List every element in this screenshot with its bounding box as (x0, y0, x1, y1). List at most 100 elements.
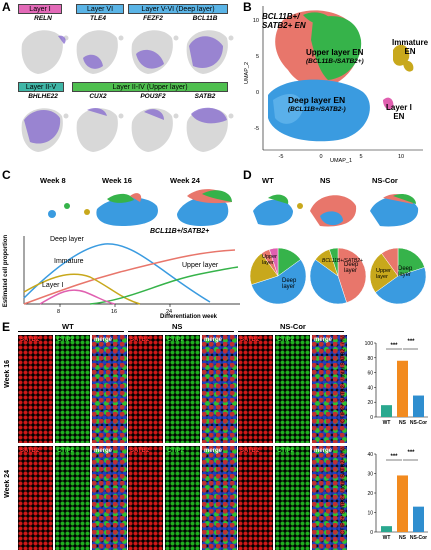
header-layer-v-vi: Layer V-VI (Deep layer) (128, 4, 228, 14)
b-ytick: -5 (254, 126, 259, 132)
b-label-upper: Upper layer EN (306, 48, 363, 57)
micrograph-channel-label: merge (94, 448, 112, 454)
micrograph-panel: CTIP2 (275, 446, 310, 550)
feature-umap (22, 30, 69, 74)
feature-umap (77, 30, 124, 74)
d-pie2-bcl: BCL11B+/SATB2+ (322, 258, 344, 264)
bar-xlabel: NS (399, 535, 407, 541)
gene-cux2: CUX2 (73, 93, 123, 100)
micrograph-panel: merge (92, 446, 127, 550)
micrograph-channel-label: merge (314, 448, 332, 454)
d-pie1-deep: Deep layer (282, 278, 304, 290)
bar-ytick: 0 (370, 415, 373, 421)
d-title-wt: WT (262, 176, 274, 185)
b-label-upper-sub: (BCL11B-/SATB2+) (306, 58, 364, 65)
panel-e-label: E (2, 320, 10, 334)
gene-bhlhe22: BHLHE22 (18, 93, 68, 100)
bar-xlabel: NS (399, 420, 407, 426)
micrograph-panel: merge (202, 446, 237, 550)
header-layer-ii-iv: Layer II-IV (Upper layer) (72, 82, 228, 92)
micrograph-channel-label: SATB2 (130, 337, 149, 343)
micrograph-panel: SATB2 (128, 335, 163, 443)
header-layer-i: Layer I (18, 4, 62, 14)
e-group-wt: WT (62, 322, 74, 331)
micrograph-panel: merge (202, 335, 237, 443)
feature-umap (187, 30, 234, 74)
bar-ytick: 20 (367, 400, 373, 406)
bar-ytick: 0 (370, 530, 373, 536)
c-curve-deep: Deep layer (50, 236, 84, 243)
micrograph-channel-label: CTIP2 (167, 337, 184, 343)
feature-umap (132, 30, 179, 74)
b-xtick: 10 (398, 154, 404, 160)
panel-c-label: C (2, 168, 11, 182)
b-ylabel: UMAP_2 (244, 62, 250, 84)
gene-reln: RELN (18, 15, 68, 22)
e-group-ns: NS (172, 322, 182, 331)
c-curve-upper: Upper layer (182, 262, 218, 269)
b-label-deep-sub: (BCL11B+/SATB2-) (288, 106, 346, 113)
gene-pou3f2: POU3F2 (128, 93, 178, 100)
c-xtick-16: 16 (111, 309, 117, 315)
d-title-ns: NS (320, 176, 330, 185)
gene-fezf2: FEZF2 (128, 15, 178, 22)
sig-star: *** (407, 339, 415, 345)
d-title-nscor: NS-Cor (372, 176, 398, 185)
sig-star: *** (390, 343, 398, 349)
e-ylabel-16: CTIP2+ SATB2+ / total SATB2+ (%) (341, 335, 347, 422)
micrograph-channel-label: CTIP2 (57, 448, 74, 454)
d-umaps (248, 186, 428, 234)
e-week24: Week 24 (4, 470, 11, 498)
bar-ytick: 10 (367, 511, 373, 517)
micrograph-panel: CTIP2 (165, 335, 200, 443)
micrograph-channel-label: SATB2 (20, 448, 39, 454)
micrograph-panel: CTIP2 (275, 335, 310, 443)
b-xtick: 5 (359, 154, 362, 160)
c-curve-layer1: Layer I (42, 282, 63, 289)
header-layer-vi: Layer VI (76, 4, 124, 14)
micrograph-panel: SATB2 (128, 446, 163, 550)
header-layer-ii-v: Layer II-V (18, 82, 64, 92)
micrograph-channel-label: merge (204, 337, 222, 343)
b-ytick: 5 (256, 54, 259, 60)
micrograph-panel: merge (92, 335, 127, 443)
sig-star: *** (390, 454, 398, 460)
d-pie3-upper: Upper layer (376, 268, 398, 280)
micrograph-panel: CTIP2 (55, 446, 90, 550)
gene-tle4: TLE4 (73, 15, 123, 22)
b-ytick: 10 (253, 18, 259, 24)
bar-xlabel: NS-Cor (410, 420, 427, 426)
sig-star: *** (407, 450, 415, 456)
b-xlabel: UMAP_1 (330, 158, 352, 164)
micrograph-channel-label: merge (314, 337, 332, 343)
e-group-nscor: NS-Cor (280, 322, 306, 331)
umap-feature-row2 (12, 100, 238, 156)
b-xtick: 0 (319, 154, 322, 160)
micrograph-channel-label: CTIP2 (277, 448, 294, 454)
c-line-chart (10, 232, 245, 318)
panel-d-label: D (243, 168, 252, 182)
b-label-bcl11b-satb2: BCL11B+/ SATB2+ EN (262, 12, 306, 30)
e-bar-chart-week24: 0 10 20 30 40 WT NS NS-Cor *** *** (350, 436, 431, 550)
bar (397, 475, 408, 532)
d-pie2-deep: Deep layer (344, 262, 366, 274)
b-label-layer1: Layer I EN (386, 103, 412, 121)
c-ylabel: Estimated cell proportion (3, 235, 9, 307)
panel-a-label: A (2, 0, 11, 14)
bar-xlabel: WT (383, 535, 391, 541)
bar-ytick: 30 (367, 472, 373, 478)
d-pie1-upper: Upper layer (262, 254, 284, 266)
micrograph-channel-label: CTIP2 (57, 337, 74, 343)
feature-umap (77, 108, 124, 152)
gene-satb2: SATB2 (180, 93, 230, 100)
c-curve-immature: Immature (54, 258, 84, 265)
bar-ytick: 100 (365, 341, 374, 347)
bar-ytick: 20 (367, 491, 373, 497)
c-umaps (12, 184, 238, 232)
b-xtick: -5 (279, 154, 284, 160)
bar-ytick: 60 (367, 371, 373, 377)
feature-umap (187, 108, 234, 152)
e-bar-chart-week16: 020406080100WT NS NS-Cor****** (350, 325, 431, 435)
micrograph-channel-label: merge (94, 337, 112, 343)
micrograph-panel: SATB2 (238, 335, 273, 443)
